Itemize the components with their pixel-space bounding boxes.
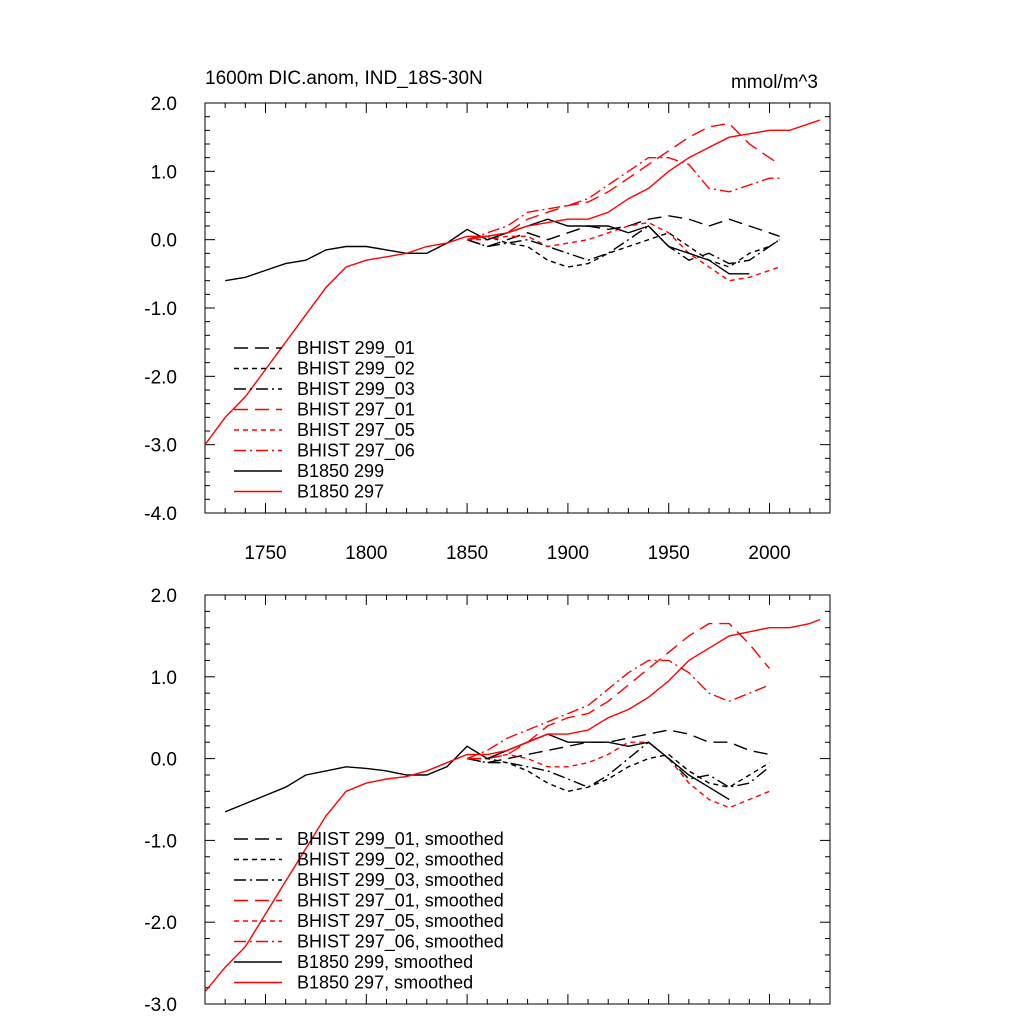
- y-tick-label: 0.0: [151, 750, 177, 771]
- series-line: [466, 225, 780, 265]
- legend-label: B1850 299: [297, 461, 384, 481]
- series-line: [466, 156, 780, 241]
- series-line: [225, 218, 750, 282]
- legend-label: B1850 297: [297, 482, 384, 502]
- legend-label: B1850 297, smoothed: [297, 973, 473, 993]
- series-line: [467, 221, 780, 282]
- x-tick-label: 1900: [547, 543, 589, 564]
- x-tick-label: 1750: [244, 543, 286, 564]
- series-line: [205, 618, 821, 993]
- legend-label: BHIST 297_01, smoothed: [297, 891, 504, 912]
- y-tick-label: -3.0: [144, 436, 177, 457]
- y-tick-label: -1.0: [144, 299, 177, 320]
- x-tick-label: 1800: [345, 543, 387, 564]
- x-tick-label: 2000: [748, 543, 790, 564]
- series-line: [224, 733, 730, 813]
- series-line: [466, 232, 780, 268]
- y-tick-label: 0.0: [151, 231, 177, 252]
- legend-label: BHIST 297_06, smoothed: [297, 932, 504, 953]
- legend-label: BHIST 299_02: [297, 359, 415, 380]
- y-tick-label: 1.0: [151, 668, 177, 689]
- y-tick-label: 1.0: [151, 162, 177, 183]
- legend-label: BHIST 297_05, smoothed: [297, 911, 504, 932]
- series-line: [467, 753, 770, 793]
- legend-label: B1850 299, smoothed: [297, 952, 473, 972]
- series-line: [205, 119, 821, 446]
- legend-label: BHIST 299_01: [297, 338, 415, 359]
- units-label: mmol/m^3: [731, 72, 818, 93]
- plot-frame: [204, 594, 831, 1005]
- legend-label: BHIST 299_03, smoothed: [297, 870, 504, 891]
- panel-top: 1600m DIC.anom, IND_18S-30N mmol/m^3 -4.…: [144, 68, 831, 564]
- y-tick-label: 2.0: [151, 586, 177, 607]
- y-tick-label: -1.0: [144, 831, 177, 852]
- series-line: [467, 622, 771, 760]
- series-line: [466, 741, 770, 788]
- series-line: [466, 659, 770, 760]
- x-tick-label: 1850: [446, 543, 488, 564]
- legend-label: BHIST 299_01, smoothed: [297, 829, 504, 850]
- legend-label: BHIST 299_03: [297, 379, 415, 400]
- legend-label: BHIST 297_06: [297, 441, 415, 462]
- y-tick-label: -3.0: [144, 995, 177, 1016]
- y-tick-label: -2.0: [144, 913, 177, 934]
- panel-bottom: -3.0 -2.0 -1.0 0.0 1.0 2.0 BHIST 299_01, smoot…: [144, 586, 831, 1016]
- x-tick-label: 1950: [648, 543, 690, 564]
- legend-label: BHIST 297_01: [297, 400, 415, 421]
- chart-title: 1600m DIC.anom, IND_18S-30N: [205, 68, 483, 89]
- series-line: [466, 122, 780, 241]
- legend-label: BHIST 299_02, smoothed: [297, 850, 504, 871]
- series-line: [467, 741, 770, 809]
- y-tick-label: -2.0: [144, 367, 177, 388]
- series-line: [466, 729, 770, 764]
- y-tick-label: 2.0: [151, 94, 177, 115]
- y-tick-label: -4.0: [144, 504, 177, 525]
- legend-label: BHIST 297_05: [297, 420, 415, 441]
